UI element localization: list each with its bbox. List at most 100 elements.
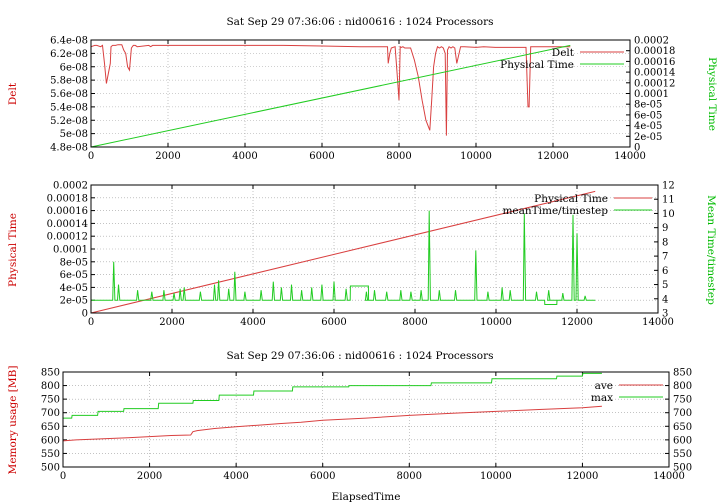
- legend: Physical Time meanTime/timestep: [502, 193, 652, 217]
- y2-tick-label: 11: [662, 195, 675, 206]
- x-axis: 0 2000 4000 6000 8000 10000 12000 14000: [88, 185, 674, 328]
- y2-tick-label: 550: [673, 449, 692, 460]
- y-tick-label: 0: [82, 309, 88, 320]
- series-line-delt: [90, 44, 571, 136]
- plot-frame: [90, 39, 631, 148]
- x-tick-label: 6000: [309, 151, 334, 162]
- x-tick-label: 2000: [155, 151, 180, 162]
- y2-tick-label: 0.00018: [634, 46, 675, 57]
- y2-axis-label: Physical Time: [706, 57, 718, 131]
- plot-frame: [62, 371, 670, 468]
- y-tick-label: 4.8e-08: [50, 143, 88, 154]
- y-axis-label: Delt: [7, 82, 19, 105]
- x-tick-label: 0: [88, 317, 94, 328]
- y-axis: 500 550 600 650 700 750 800 850: [41, 368, 67, 474]
- x-tick-label: 2000: [159, 317, 184, 328]
- y-tick-label: 5e-08: [60, 129, 88, 140]
- chart-title: Sat Sep 29 07:36:06 : nid00616 : 1024 Pr…: [226, 16, 493, 28]
- x-tick-label: 8000: [397, 471, 422, 482]
- y-axis: 4.8e-08 5e-08 5.2e-08 5.4e-08 5.6e-08 5.8e-08…: [50, 36, 95, 154]
- y2-tick-label: 700: [673, 408, 692, 419]
- y2-tick-label: 9: [662, 223, 668, 234]
- y2-tick-label: 0.0002: [634, 36, 669, 47]
- y2-tick-label: 500: [673, 463, 692, 474]
- y2-tick-label: 0.00012: [634, 78, 675, 89]
- y-tick-label: 550: [41, 449, 60, 460]
- y2-axis: 02e-054e-056e-058e-050.00010.000120.0001…: [626, 36, 675, 154]
- memory-usage-chart: Sat Sep 29 07:36:06 : nid00616 : 1024 Pr…: [7, 350, 692, 503]
- y-tick-label: 0.00016: [47, 206, 88, 217]
- x-axis-label: ElapsedTime: [332, 491, 401, 503]
- x-tick-label: 10000: [460, 151, 492, 162]
- plot-area: [90, 44, 571, 148]
- x-tick-label: 14000: [642, 317, 674, 328]
- y2-tick-label: 4e-05: [634, 121, 662, 132]
- y2-tick-label: 3: [662, 309, 668, 320]
- y2-tick-label: 850: [673, 368, 692, 379]
- legend: Delt Physical Time: [500, 47, 624, 71]
- y-tick-label: 6.2e-08: [50, 49, 88, 60]
- grid-lines: [63, 372, 669, 467]
- legend-label-max: max: [591, 392, 613, 404]
- series-line-meantime-timestep: [91, 210, 596, 305]
- y2-tick-label: 2e-05: [634, 132, 662, 143]
- y-tick-label: 0.00012: [47, 232, 88, 243]
- x-tick-label: 6000: [310, 471, 335, 482]
- y-tick-label: 0.0002: [53, 181, 88, 192]
- x-tick-label: 12000: [537, 151, 569, 162]
- y-tick-label: 5.2e-08: [50, 116, 88, 127]
- y-tick-label: 5.6e-08: [50, 89, 88, 100]
- y2-tick-label: 6e-05: [634, 110, 662, 121]
- series-line-max: [63, 372, 602, 419]
- x-tick-label: 8000: [386, 151, 411, 162]
- series-line-physical-time: [90, 190, 596, 314]
- x-tick-label: 14000: [614, 151, 646, 162]
- y2-tick-label: 4: [662, 294, 668, 305]
- legend-label-ave: ave: [595, 380, 613, 392]
- y-tick-label: 4e-05: [60, 283, 88, 294]
- x-axis: 0 2000 4000 6000 8000 10000 12000 14000: [88, 40, 646, 162]
- y2-axis: 3 4 5 6 7 8 9 10 11 12: [654, 181, 675, 320]
- x-tick-label: 0: [88, 151, 94, 162]
- y2-tick-label: 0: [634, 143, 640, 154]
- legend-label-delt: Delt: [552, 47, 575, 59]
- legend: ave max: [591, 380, 663, 404]
- y2-tick-label: 5: [662, 280, 668, 291]
- y2-tick-label: 7: [662, 252, 668, 263]
- y-tick-label: 0.00018: [47, 193, 88, 204]
- y-tick-label: 8e-05: [60, 257, 88, 268]
- x-tick-label: 10000: [480, 471, 512, 482]
- y2-tick-label: 750: [673, 395, 692, 406]
- y-tick-label: 2e-05: [60, 296, 88, 307]
- y2-tick-label: 600: [673, 435, 692, 446]
- y2-tick-label: 10: [662, 209, 675, 220]
- y-tick-label: 700: [41, 408, 60, 419]
- physical-time-meantime-chart: Physical Time Mean Time/timestep 0 2000 40…: [7, 181, 717, 329]
- x-tick-label: 4000: [240, 317, 265, 328]
- x-tick-label: 12000: [567, 471, 599, 482]
- y2-tick-label: 12: [662, 181, 675, 192]
- y-tick-label: 5.4e-08: [50, 102, 88, 113]
- x-tick-label: 6000: [321, 317, 346, 328]
- y-tick-label: 5.8e-08: [50, 76, 88, 87]
- y-tick-label: 0.00014: [47, 219, 88, 230]
- legend-label-meantime: meanTime/timestep: [502, 205, 608, 217]
- y-tick-label: 0.0001: [53, 245, 88, 256]
- y2-tick-label: 8: [662, 237, 668, 248]
- y-tick-label: 750: [41, 395, 60, 406]
- plot-area: [90, 190, 596, 314]
- chart-title: Sat Sep 29 07:36:06 : nid00616 : 1024 Pr…: [226, 350, 493, 362]
- plot-area: [62, 372, 602, 442]
- y-tick-label: 6e-05: [60, 270, 88, 281]
- y-axis-label: Memory usage [MB]: [7, 366, 19, 475]
- x-tick-label: 4000: [223, 471, 248, 482]
- series-line-ave: [62, 405, 602, 442]
- y-tick-label: 500: [41, 463, 60, 474]
- x-tick-label: 12000: [561, 317, 593, 328]
- y-tick-label: 800: [41, 381, 60, 392]
- x-tick-label: 0: [60, 471, 66, 482]
- y2-tick-label: 8e-05: [634, 100, 662, 111]
- y-tick-label: 600: [41, 435, 60, 446]
- y2-tick-label: 800: [673, 381, 692, 392]
